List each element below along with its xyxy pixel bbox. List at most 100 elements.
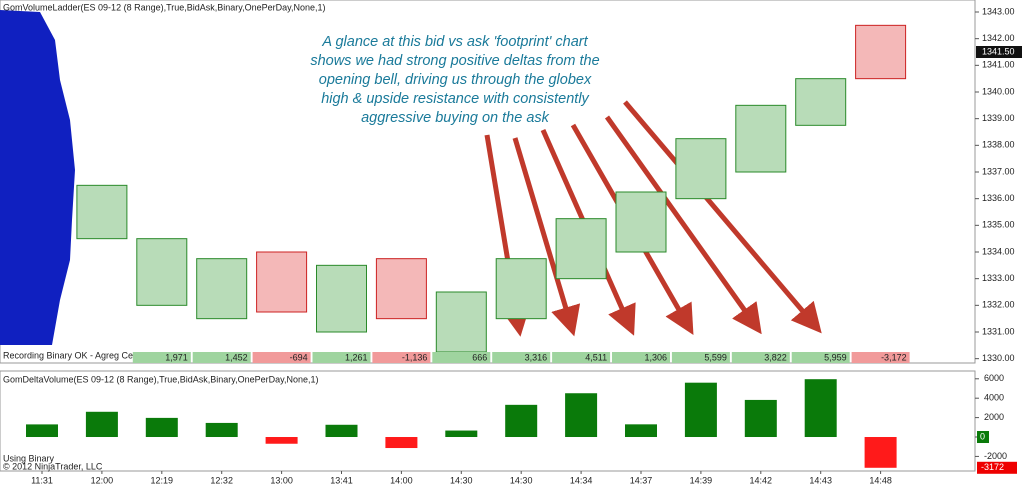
footprint-bar [136,238,188,306]
y-tick-label: 1330.00 [982,353,1015,363]
annotation: opening bell, driving us through the glo… [319,72,592,88]
total-label: 4,511 [585,352,607,362]
delta-bar [864,437,897,468]
total-label: 1,261 [345,352,368,362]
y-tick-label: 1341.00 [982,60,1015,70]
total-label: -1,136 [402,352,428,362]
delta-bar [205,422,238,438]
y-tick-label: 1340.00 [982,86,1015,96]
total-label: 1,452 [225,352,248,362]
x-tick-label: 14:39 [690,475,713,485]
y-tick-label: 1337.00 [982,166,1015,176]
annotation: shows we had strong positive deltas from… [310,53,599,69]
y-tick-label: 2000 [984,412,1004,422]
y-tick-label: 1333.00 [982,273,1015,283]
footprint-bar [795,78,847,126]
delta-bar [804,379,837,438]
delta-bar [325,424,358,438]
total-box [552,352,611,363]
x-tick-label: 14:00 [390,475,413,485]
x-tick-label: 14:48 [869,475,892,485]
footprint-bar [316,264,367,333]
y-tick-label: 1335.00 [982,220,1015,230]
total-label: 3,316 [525,352,548,362]
y-tick-label: 1336.00 [982,193,1015,203]
delta-bar [445,430,478,438]
last-price: 1341.50 [982,46,1015,56]
x-tick-label: 14:43 [809,475,832,485]
delta-bar [85,411,118,438]
annotation: aggressive buying on the ask [361,110,550,126]
total-box [492,352,551,363]
zero-box [977,431,989,444]
delta-bar [625,424,657,438]
delta-bar [385,437,418,449]
x-tick-label: 12:00 [91,475,114,485]
footprint-bar [435,291,487,353]
total-box [252,352,311,363]
total-label: -3,172 [881,352,907,362]
total-box [192,352,251,363]
total-label: 1,971 [165,352,188,362]
y-tick-label: 1332.00 [982,300,1015,310]
y-tick-label: 1343.00 [982,6,1015,16]
x-tick-label: 12:19 [151,475,174,485]
delta-bar [26,424,58,438]
last-price-box [976,46,1022,58]
zero-label: 0 [980,431,985,441]
x-tick-label: 12:32 [210,475,233,485]
annotation: high & upside resistance with consistent… [321,91,589,107]
note: Using Binary [3,453,55,463]
x-tick-label: 11:31 [31,475,53,485]
x-tick-label: 14:34 [570,475,593,485]
x-tick-label: 14:30 [510,475,533,485]
footprint-bar [855,24,907,80]
annotation: A glance at this bid vs ask 'footprint' … [321,34,588,50]
x-tick-label: 13:00 [270,475,293,485]
footprint-bar [196,258,248,320]
delta-bar [565,393,598,438]
total-box [312,352,371,363]
y-tick-label: 4000 [984,393,1004,403]
copyright: © 2012 NinjaTrader, LLC [3,461,103,471]
total-box [612,352,670,363]
footprint-bar [735,104,787,173]
last-label: -3172 [981,462,1004,472]
total-box [851,352,910,363]
total-box [671,352,730,363]
total-label: -694 [290,352,308,362]
total-label: 666 [472,352,487,362]
total-box [432,352,491,363]
total-box [731,352,790,363]
volume-ladder [0,10,75,345]
total-box [132,352,191,363]
status: Recording Binary OK - Agreg Cells : 1 [3,350,154,360]
x-tick-label: 14:37 [630,475,653,485]
total-label: 5,599 [704,352,727,362]
footprint-bar [256,251,308,313]
total-label: 3,822 [764,352,787,362]
title: GomDeltaVolume(ES 09-12 (8 Range),True,B… [3,374,318,384]
y-tick-label: 1334.00 [982,246,1015,256]
x-tick-label: 13:41 [330,475,353,485]
y-tick-label: -2000 [984,451,1007,461]
x-tick-label: 14:42 [750,475,773,485]
delta-bar [145,417,178,438]
delta-bar [505,404,538,438]
delta-bar [684,382,717,438]
last-box [977,461,1017,474]
footprint-bar [375,258,427,320]
y-tick-label: 6000 [984,373,1004,383]
total-label: 1,306 [644,352,667,362]
total-box [791,352,850,363]
y-tick-label: 1331.00 [982,326,1015,336]
y-tick-label: 1342.00 [982,33,1015,43]
footprint-bar [615,191,667,253]
total-box [372,352,431,363]
delta-bar [744,399,777,438]
footprint-bar [495,258,547,320]
footprint-bar [555,218,607,280]
title: GomVolumeLadder(ES 09-12 (8 Range),True,… [3,2,326,12]
y-tick-label: 1339.00 [982,113,1015,123]
